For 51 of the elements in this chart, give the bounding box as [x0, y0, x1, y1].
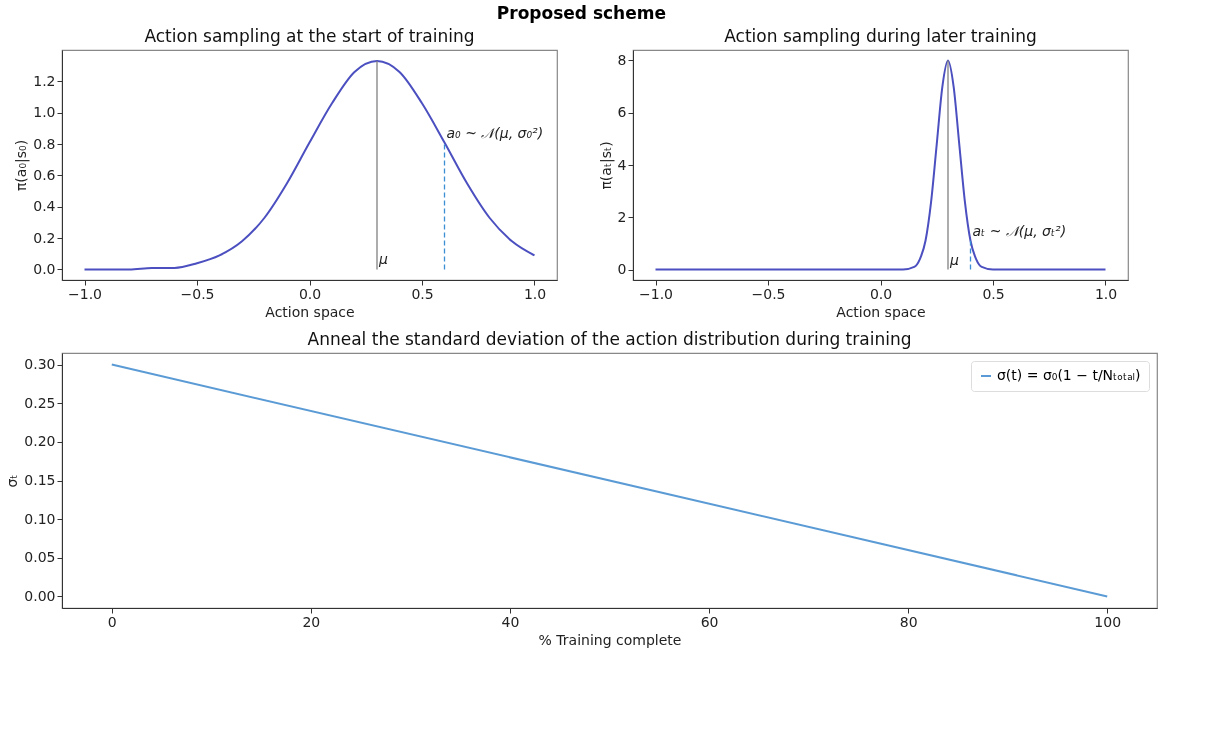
y-axis-title: π(a₀|s₀)	[13, 139, 31, 192]
x-tick-label: 1.0	[523, 285, 547, 302]
x-tick-label: 60	[700, 613, 719, 630]
y-tick-label: 0.2	[33, 229, 56, 246]
text: Proposed scheme	[496, 3, 667, 24]
x-tick-label: 0.5	[982, 285, 1005, 302]
x-tick-label: −1.0	[639, 285, 673, 302]
annotation: a₀ ~ 𝒩(μ, σ₀²)	[446, 124, 544, 141]
x-tick-label: 0.0	[298, 285, 322, 302]
y-tick-label: 0.30	[24, 356, 56, 373]
y-axis-title: π(aₜ|sₜ)	[597, 141, 615, 190]
y-tick-label: 1.0	[33, 104, 56, 121]
chart-title: Action sampling at the start of training	[144, 26, 475, 46]
y-tick-label: 0.0	[33, 261, 56, 277]
y-tick-label: 0	[617, 261, 627, 278]
y-tick-label: 0.20	[24, 433, 56, 450]
y-tick-label: 0.00	[24, 587, 56, 604]
y-tick-label: 0.05	[24, 549, 56, 566]
y-tick-label: 0.6	[33, 166, 56, 183]
y-tick-label: 8	[617, 51, 627, 68]
y-axis-title: σₜ	[4, 474, 21, 488]
x-tick-label: 100	[1094, 613, 1122, 630]
x-tick-label: 40	[501, 613, 520, 630]
x-axis-title: % Training complete	[538, 631, 682, 648]
x-tick-label: 0	[107, 613, 117, 630]
x-tick-label: −0.5	[180, 285, 215, 302]
chart-title: Anneal the standard deviation of the action distribution during training	[307, 329, 912, 349]
annotation: aₜ ~ 𝒩(μ, σₜ²)	[972, 222, 1067, 239]
y-tick-label: 6	[617, 104, 627, 121]
y-tick-label: 0.4	[33, 198, 56, 215]
x-tick-label: 0.5	[411, 285, 434, 302]
legend-label: σ(t) = σ₀(1 − t/Nₜₒₜₐₗ)	[997, 367, 1141, 383]
y-tick-label: 2	[617, 208, 627, 225]
x-tick-label: 20	[302, 613, 321, 630]
x-axis-title: Action space	[836, 303, 926, 320]
x-tick-label: 0.0	[869, 285, 893, 302]
x-tick-label: 1.0	[1094, 285, 1118, 302]
y-tick-label: 0.25	[24, 394, 56, 411]
chart-title: Action sampling during later training	[724, 26, 1037, 46]
y-tick-label: 4	[617, 156, 627, 173]
annotation: μ	[949, 251, 959, 268]
x-tick-label: 80	[899, 613, 918, 630]
y-tick-label: 1.2	[33, 72, 56, 89]
annotation: μ	[378, 251, 388, 268]
y-tick-label: 0.8	[33, 135, 56, 152]
y-tick-label: 0.15	[24, 472, 56, 488]
line-series	[654, 59, 1107, 271]
x-axis-title: Action space	[265, 303, 355, 320]
x-tick-label: −1.0	[68, 285, 102, 302]
y-tick-label: 0.10	[24, 510, 56, 527]
x-tick-label: −0.5	[751, 285, 786, 302]
